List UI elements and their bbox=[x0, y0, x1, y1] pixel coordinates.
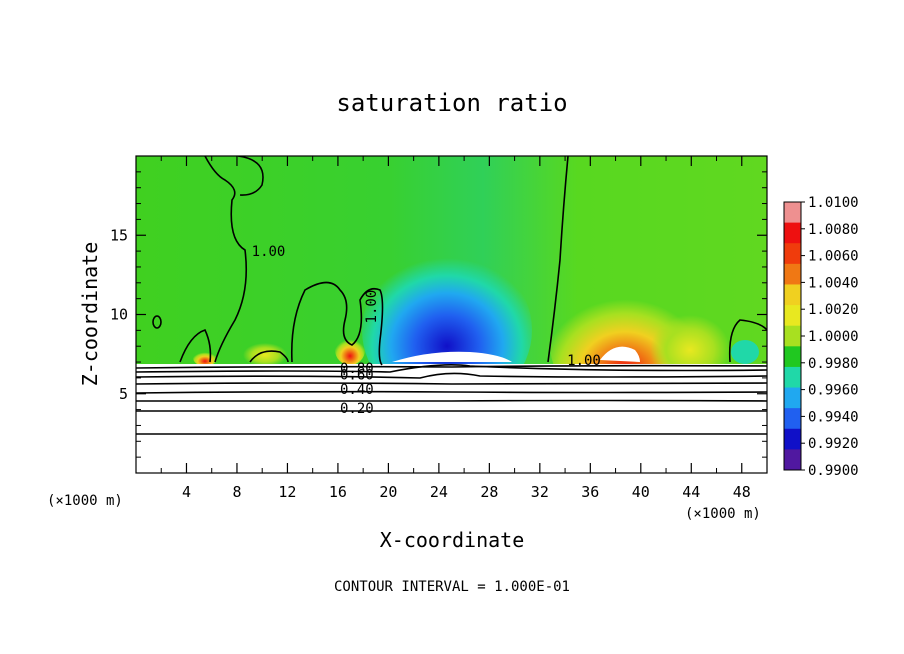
white-cap-central bbox=[392, 351, 512, 362]
contour-1-00-lobes bbox=[290, 281, 384, 366]
y-axis: 5 10 15 bbox=[110, 171, 767, 458]
colorbar-swatch bbox=[784, 243, 801, 265]
x-axis-label: X-coordinate bbox=[380, 528, 525, 552]
x-tick-label: 36 bbox=[581, 483, 599, 501]
contour-1-00-right-bump bbox=[728, 319, 767, 363]
contour-0-60 bbox=[136, 372, 767, 379]
contour-label: 0.60 bbox=[340, 367, 374, 383]
x-tick-label: 28 bbox=[480, 483, 498, 501]
x-tick-label: 24 bbox=[430, 483, 448, 501]
colorbar-swatch bbox=[784, 222, 801, 244]
contour-interval-note: CONTOUR INTERVAL = 1.000E-01 bbox=[334, 579, 570, 595]
colorbar-label: 0.9960 bbox=[808, 383, 859, 399]
x-tick-label: 44 bbox=[682, 483, 700, 501]
contour-1-00-east bbox=[547, 156, 569, 363]
supersaturated-patch bbox=[243, 343, 287, 367]
colorbar-label: 0.9900 bbox=[808, 463, 859, 479]
colorbar-swatch bbox=[784, 325, 801, 347]
supersaturated-patch-small bbox=[193, 350, 217, 366]
colorbar-swatch bbox=[784, 284, 801, 306]
colorbar-label: 0.9940 bbox=[808, 409, 859, 425]
contour-0-10 bbox=[136, 432, 767, 435]
x-unit-left: (×1000 m) bbox=[47, 493, 123, 509]
white-cap-east bbox=[600, 346, 640, 362]
x-tick-label: 8 bbox=[232, 483, 241, 501]
colorbar-label: 1.0000 bbox=[808, 329, 859, 345]
y-tick-label: 15 bbox=[110, 226, 128, 244]
colorbar-swatch bbox=[784, 387, 801, 409]
colorbar-label: 0.9980 bbox=[808, 356, 859, 372]
cyan-patch bbox=[731, 340, 759, 364]
x-tick-label: 20 bbox=[379, 483, 397, 501]
contour-0-50 bbox=[136, 382, 767, 385]
x-unit-right: (×1000 m) bbox=[685, 506, 761, 522]
colorbar-label: 0.9920 bbox=[808, 436, 859, 452]
colorbar-swatch bbox=[784, 449, 801, 471]
contour-small-loop bbox=[152, 315, 162, 329]
contour-lines bbox=[136, 156, 767, 435]
contour-0-40 bbox=[136, 390, 767, 394]
colorbar-label: 1.0020 bbox=[808, 302, 859, 318]
contour-label: 1.00 bbox=[567, 353, 601, 369]
colorbar-label: 1.0100 bbox=[808, 195, 859, 211]
contour-0-30 bbox=[136, 399, 767, 402]
colorbar-swatch bbox=[784, 428, 801, 450]
x-tick-label: 32 bbox=[531, 483, 549, 501]
colorbar: 1.0100 1.0080 1.0060 1.0040 1.0020 1.0000 0.99… bbox=[783, 195, 859, 479]
contour-1-00-west bbox=[204, 156, 248, 363]
chart-title: saturation ratio bbox=[336, 89, 567, 117]
x-tick-label: 40 bbox=[632, 483, 650, 501]
below-cloud-base bbox=[136, 364, 767, 473]
x-axis: 4 8 12 16 20 24 28 32 36 40 44 48 bbox=[160, 156, 751, 501]
y-tick-label: 5 bbox=[119, 385, 128, 403]
colorbar-label: 1.0060 bbox=[808, 249, 859, 265]
contour-labels: 1.00 1.00 1.00 0.800.600.40 0.20 bbox=[252, 244, 601, 417]
contour-0-80 bbox=[136, 364, 767, 373]
colorbar-swatch bbox=[784, 202, 801, 224]
contour-label: 0.40 bbox=[340, 382, 374, 398]
x-tick-label: 4 bbox=[182, 483, 191, 501]
colorbar-swatch bbox=[784, 305, 801, 327]
contour-1-00-top bbox=[237, 156, 264, 196]
y-axis-label: Z-coordinate bbox=[78, 242, 102, 387]
supersaturated-region-west bbox=[335, 335, 365, 365]
contour-1-00-base bbox=[136, 364, 767, 369]
colorbar-swatch bbox=[784, 408, 801, 430]
colorbar-swatch bbox=[784, 366, 801, 389]
x-tick-label: 48 bbox=[733, 483, 751, 501]
plot-area: 1.00 1.00 1.00 0.800.600.40 0.20 bbox=[136, 156, 767, 473]
x-tick-label: 16 bbox=[329, 483, 347, 501]
contour-label: 1.00 bbox=[364, 290, 380, 324]
contour-label: 1.00 bbox=[252, 244, 286, 260]
x-tick-label: 12 bbox=[278, 483, 296, 501]
contour-1-00-mid-bump bbox=[249, 350, 289, 363]
colorbar-label: 1.0080 bbox=[808, 222, 859, 238]
contour-0-20 bbox=[136, 409, 767, 412]
colorbar-label: 1.0040 bbox=[808, 275, 859, 291]
colorbar-swatch bbox=[784, 346, 801, 368]
y-tick-label: 10 bbox=[110, 306, 128, 324]
colorbar-swatch bbox=[784, 263, 801, 285]
contour-label: 0.80 bbox=[340, 361, 374, 377]
contour-label: 0.20 bbox=[340, 401, 374, 417]
contour-1-00-left-bump bbox=[179, 329, 212, 363]
